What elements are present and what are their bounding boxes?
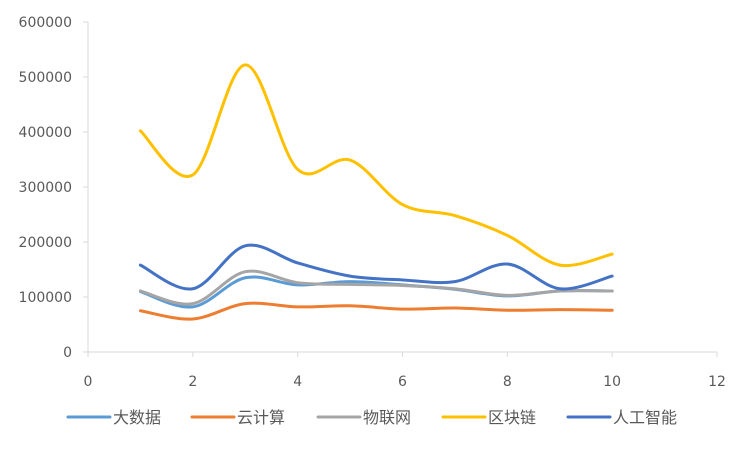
x-tick-label: 8 — [503, 374, 512, 390]
series-layer — [138, 63, 614, 321]
legend-item: 人工智能 — [566, 408, 677, 427]
y-tick-label: 400000 — [19, 125, 72, 141]
series-line — [138, 63, 614, 268]
legend-label: 人工智能 — [613, 408, 677, 427]
legend-label: 物联网 — [363, 408, 411, 427]
y-tick-label: 600000 — [19, 15, 72, 31]
legend-item: 大数据 — [66, 408, 161, 427]
series-4 — [138, 63, 614, 268]
y-tick-label: 100000 — [19, 290, 72, 306]
series-2 — [138, 301, 614, 321]
x-tick-label: 6 — [398, 374, 407, 390]
axes-layer: 0 100000 200000 300000 400000 500000 600000 0 2 4… — [19, 15, 726, 390]
series-line — [138, 269, 614, 306]
legend-item: 物联网 — [316, 408, 411, 427]
x-tick-label: 0 — [84, 374, 93, 390]
x-tick-label: 4 — [293, 374, 302, 390]
legend-label: 大数据 — [113, 408, 161, 427]
y-tick-label: 300000 — [19, 180, 72, 196]
y-tick-label: 500000 — [19, 70, 72, 86]
legend-item: 云计算 — [190, 408, 285, 427]
series-3 — [138, 269, 614, 306]
series-line — [138, 301, 614, 321]
x-tick-label: 2 — [188, 374, 197, 390]
y-tick-label: 200000 — [19, 235, 72, 251]
legend-label: 云计算 — [237, 408, 285, 427]
legend-label: 区块链 — [488, 408, 536, 427]
legend-item: 区块链 — [441, 408, 536, 427]
y-tick-label: 0 — [63, 345, 72, 361]
series-5 — [138, 243, 614, 291]
x-tick-label: 10 — [603, 374, 621, 390]
series-line — [138, 243, 614, 291]
legend: 大数据 云计算 物联网 区块链 人工智能 — [66, 408, 677, 427]
x-tick-label: 12 — [708, 374, 726, 390]
